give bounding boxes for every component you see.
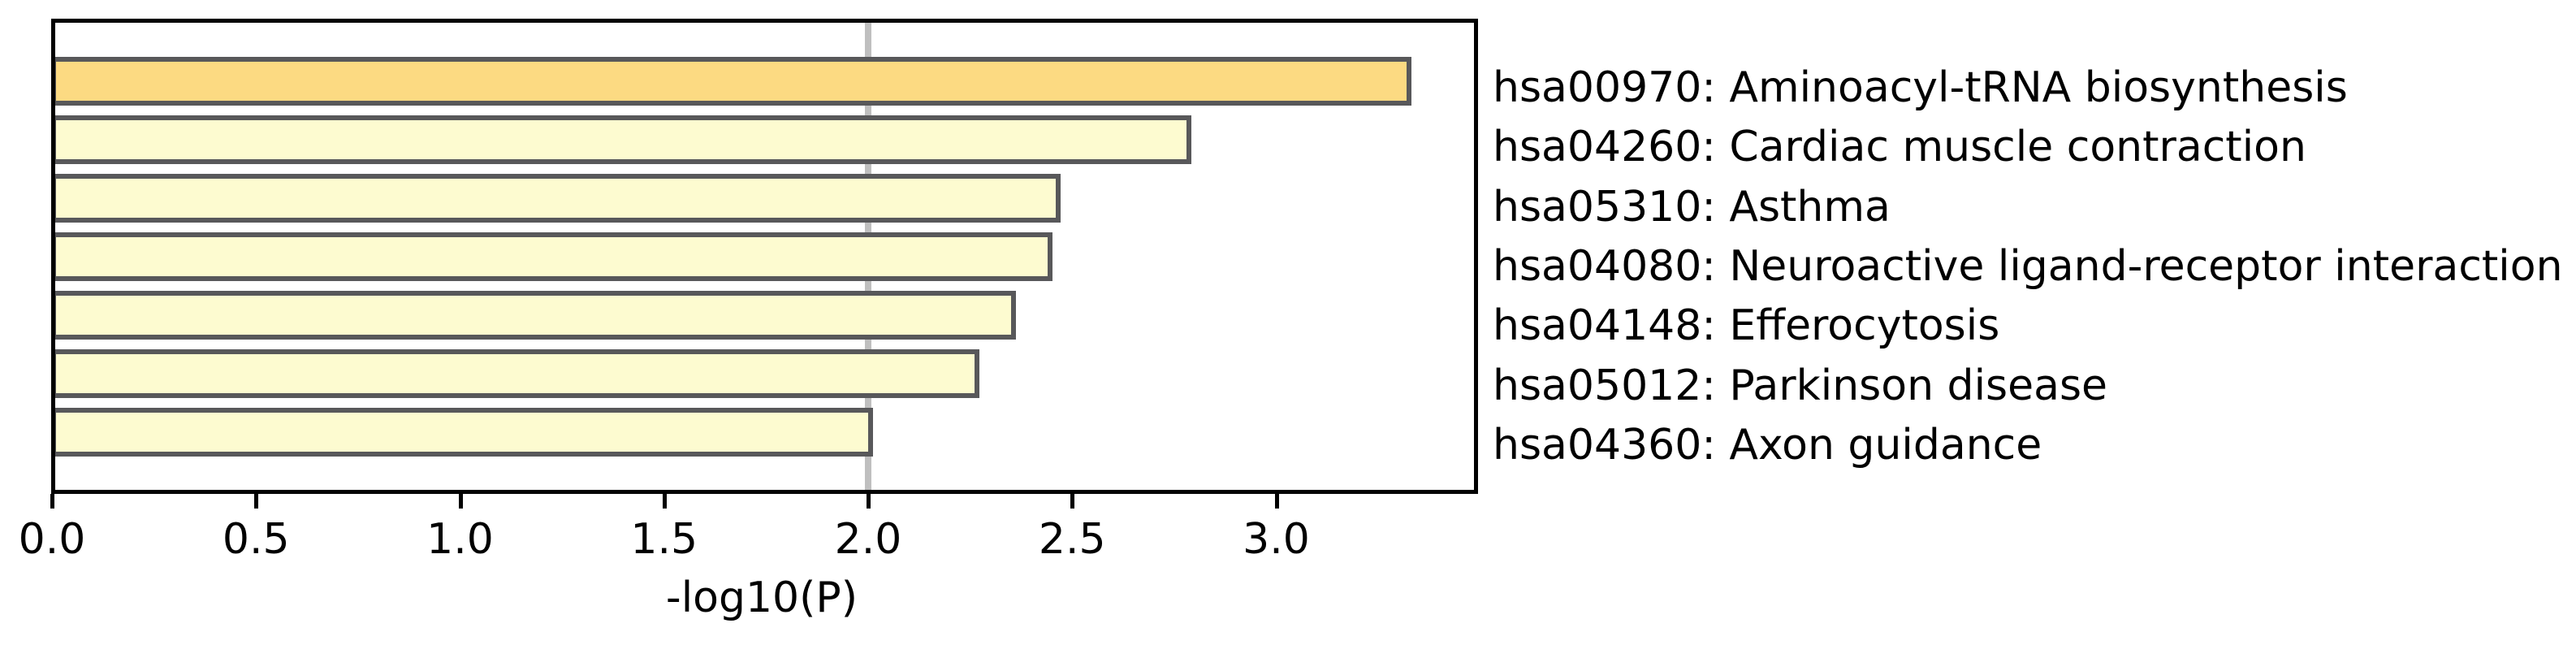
category-label-1: hsa04260: Cardiac muscle contraction <box>1493 123 2306 172</box>
x-tick-label: 3.0 <box>1243 515 1310 564</box>
x-tick-label: 1.5 <box>630 515 698 564</box>
category-label-0: hsa00970: Aminoacyl-tRNA biosynthesis <box>1493 63 2348 112</box>
x-tick-mark <box>662 494 667 509</box>
x-tick-label: 0.0 <box>18 515 86 564</box>
x-tick-mark <box>254 494 259 509</box>
bar-5 <box>51 349 979 398</box>
x-tick-mark <box>1274 494 1279 509</box>
x-tick-mark <box>50 494 54 509</box>
x-tick-label: 2.0 <box>834 515 902 564</box>
bar-4 <box>51 291 1016 340</box>
x-axis-label: -log10(P) <box>665 574 858 622</box>
x-tick-mark <box>867 494 871 509</box>
x-tick-mark <box>458 494 463 509</box>
x-tick-label: 0.5 <box>222 515 290 564</box>
category-label-6: hsa04360: Axon guidance <box>1493 420 2042 470</box>
bar-3 <box>51 232 1052 281</box>
category-label-3: hsa04080: Neuroactive ligand-receptor in… <box>1493 241 2563 291</box>
bar-1 <box>51 115 1191 164</box>
x-tick-label: 2.5 <box>1038 515 1106 564</box>
category-label-5: hsa05012: Parkinson disease <box>1493 361 2108 410</box>
bar-2 <box>51 174 1061 223</box>
x-tick-label: 1.0 <box>426 515 494 564</box>
x-tick-mark <box>1070 494 1075 509</box>
bar-6 <box>51 408 873 457</box>
category-label-4: hsa04148: Efferocytosis <box>1493 301 2000 351</box>
category-label-2: hsa05310: Asthma <box>1493 182 1891 232</box>
bar-0 <box>51 57 1411 106</box>
